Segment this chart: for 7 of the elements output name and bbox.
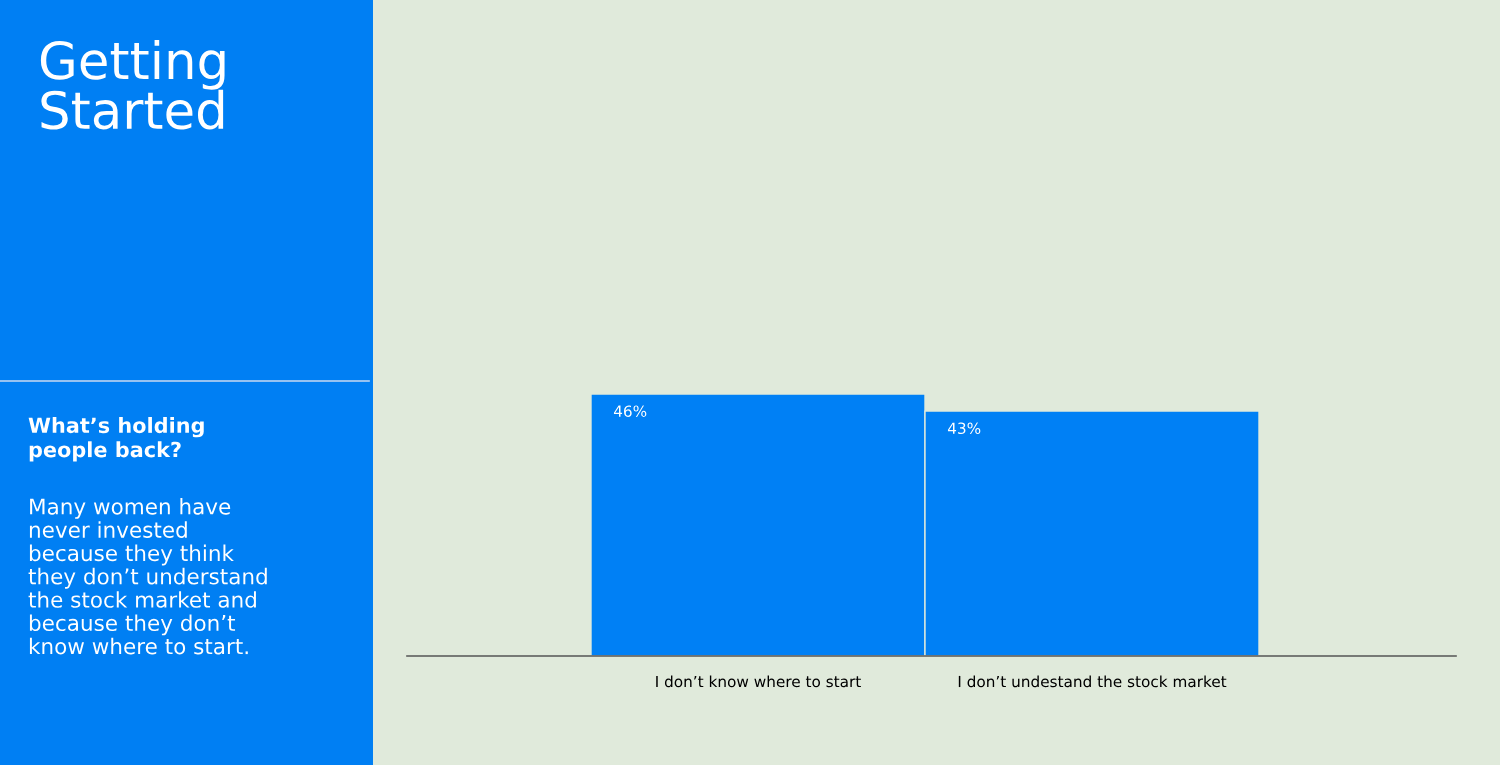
text: What’s holding people back?	[28, 417, 204, 462]
x-tick-label: I don’t know where to start	[656, 675, 861, 688]
text: Many women have never invested because they think they don’t understand the stock market and because they don’t know where to start.	[28, 498, 267, 655]
data-label: 46%	[613, 405, 647, 417]
chart-title: Getting Started	[40, 40, 225, 130]
data-label: 43%	[947, 422, 981, 435]
x-tick-label: I don’t undestand the stock market	[958, 675, 1227, 688]
